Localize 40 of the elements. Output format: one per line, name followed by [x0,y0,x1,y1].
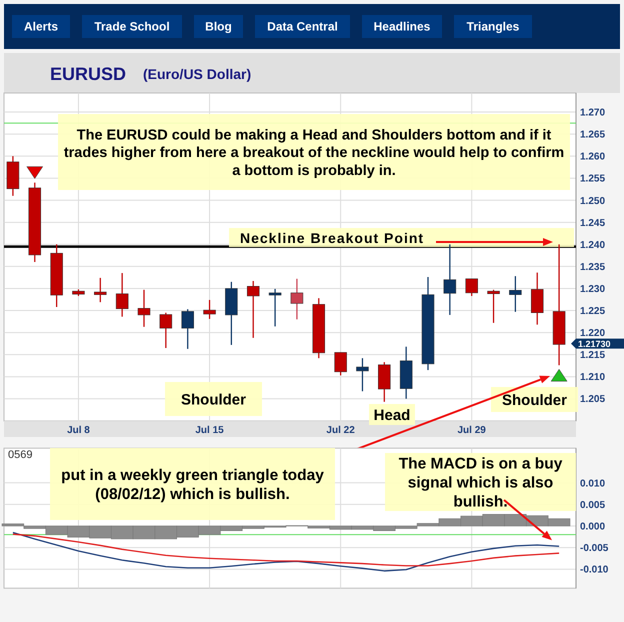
chart-title: EURUSD [50,64,126,84]
text: Triangles [466,20,520,34]
y-tick-label: 1.265 [580,130,606,141]
y-tick-label: 1.245 [580,218,606,229]
y-tick-label: 1.270 [580,108,606,119]
y-tick-label: 1.220 [580,328,606,340]
y-tick-label: -0.005 [580,543,609,554]
annotation: The MACD is on a buy signal which is also bullish. [398,456,563,510]
y-tick-label: 1.260 [580,152,606,163]
text: Data Central [267,20,338,34]
text: Alerts [24,20,58,34]
annotation: Shoulder [502,392,568,409]
y-tick-label: 1.205 [580,394,606,406]
x-tick-label: Jul 8 [67,425,90,436]
y-tick-label: 0.000 [580,521,606,532]
text: 1.21730 [578,338,611,349]
y-tick-label: 1.215 [580,350,606,362]
annotation: Head [374,406,410,424]
annotation: The EURUSD could be making a Head and Shoulders bottom and if it trades higher from here a breakout of the neckline would help to confirm a bottom is probably in. [64,127,564,179]
text: Blog [205,20,232,34]
y-tick-label: 1.240 [580,240,606,251]
y-tick-label: 1.235 [580,262,606,273]
annotation: put in a weekly green triangle today (08/02/12) which is bullish. [61,466,324,503]
y-tick-label: 1.225 [580,306,606,318]
x-tick-label: Jul 22 [326,425,356,436]
y-tick-label: -0.010 [580,564,609,576]
y-tick-label: 0.005 [580,500,606,511]
x-tick-label: Jul 15 [195,425,224,436]
chart-subtitle: (Euro/US Dollar) [143,66,252,82]
annotation: Shoulder [180,391,246,408]
y-tick-label: 1.210 [580,372,606,384]
y-tick-label: 0.010 [580,478,606,490]
text: Trade School [94,20,170,34]
y-tick-label: 1.250 [580,196,606,207]
y-tick-label: 1.255 [580,174,606,185]
annotation: 0569 [8,449,32,461]
ref-line-label: Neckline Breakout Point [240,230,424,246]
text: Headlines [374,20,431,34]
y-tick-label: 1.230 [580,284,606,295]
x-tick-label: Jul 29 [458,425,486,436]
